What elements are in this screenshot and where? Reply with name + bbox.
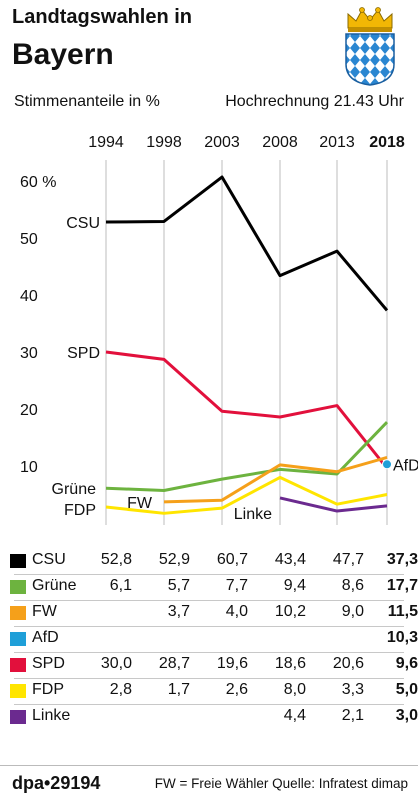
table-cell: 37,3 <box>386 551 418 568</box>
series-label-afd: AfD <box>393 457 418 474</box>
series-label-grüne: Grüne <box>52 481 97 498</box>
party-name: Linke <box>32 707 71 724</box>
row-divider <box>14 574 404 575</box>
row-divider <box>14 600 404 601</box>
table-cell: 2,1 <box>341 707 364 724</box>
party-swatch <box>10 554 26 568</box>
table-cell: 8,6 <box>341 577 364 594</box>
row-divider <box>14 626 404 627</box>
x-tick-label: 1998 <box>146 134 182 151</box>
table-cell: 2,8 <box>109 681 132 698</box>
table-row: Linke 4,4 2,1 3,0 <box>0 704 418 730</box>
footer-divider <box>0 765 418 766</box>
table-cell: 19,6 <box>216 655 248 672</box>
series-label-csu: CSU <box>66 215 100 232</box>
table-cell: 3,0 <box>395 707 418 724</box>
table-cell: 60,7 <box>216 551 248 568</box>
table-cell: 17,7 <box>386 577 418 594</box>
table-cell: 10,2 <box>274 603 306 620</box>
table-cell: 20,6 <box>332 655 364 672</box>
party-swatch <box>10 580 26 594</box>
source-note: FW = Freie Wähler Quelle: Infratest dima… <box>154 776 408 791</box>
table-cell: 9,6 <box>395 655 418 672</box>
table-row: FDP 2,8 1,7 2,6 8,0 3,3 5,0 <box>0 678 418 704</box>
table-cell: 5,0 <box>395 681 418 698</box>
table-cell: 5,7 <box>167 577 190 594</box>
series-line-fdp <box>105 475 388 515</box>
series-line-fw <box>163 456 388 504</box>
party-name: FW <box>32 603 57 620</box>
table-cell: 4,4 <box>283 707 306 724</box>
series-label-fdp: FDP <box>64 502 96 519</box>
page-title: Bayern <box>12 38 114 71</box>
y-tick-label: 50 <box>20 231 38 248</box>
series-line-spd <box>105 350 389 470</box>
x-tick-label: 2018 <box>369 134 405 151</box>
table-row: Grüne 6,1 5,7 7,7 9,4 8,6 17,7 <box>0 574 418 600</box>
y-tick-label: 20 <box>20 402 38 419</box>
y-tick-label: 40 <box>20 288 38 305</box>
footer: dpa•29194 FW = Freie Wähler Quelle: Infr… <box>0 765 418 800</box>
party-swatch <box>10 606 26 620</box>
party-swatch <box>10 710 26 724</box>
y-tick-label: 30 <box>20 345 38 362</box>
row-divider <box>14 678 404 679</box>
bavaria-crest-icon <box>345 7 395 86</box>
party-swatch <box>10 684 26 698</box>
table-cell: 2,6 <box>225 681 248 698</box>
table-cell: 11,5 <box>387 603 418 620</box>
y-tick-label: 10 <box>20 459 38 476</box>
series-label-linke: Linke <box>234 506 272 523</box>
table-cell: 1,7 <box>167 681 190 698</box>
x-tick-label: 2003 <box>204 134 240 151</box>
table-cell: 43,4 <box>274 551 306 568</box>
table-cell: 30,0 <box>100 655 132 672</box>
table-cell: 8,0 <box>283 681 306 698</box>
title-line1: Landtagswahlen in <box>12 6 193 28</box>
x-tick-label: 1994 <box>88 134 124 151</box>
table-row: AfD 10,3 <box>0 626 418 652</box>
series-line-linke <box>279 496 388 513</box>
party-swatch <box>10 658 26 672</box>
projection-time: Hochrechnung 21.43 Uhr <box>225 93 404 110</box>
table-cell: 52,9 <box>158 551 190 568</box>
row-divider <box>14 652 404 653</box>
x-tick-label: 2013 <box>319 134 355 151</box>
series-label-fw: FW <box>127 495 153 512</box>
row-divider <box>14 704 404 705</box>
series-line-csu <box>105 175 389 312</box>
table-row: SPD 30,0 28,7 19,6 18,6 20,6 9,6 <box>0 652 418 678</box>
y-tick-label: 60 % <box>20 174 56 191</box>
table-cell: 9,4 <box>283 577 306 594</box>
series-label-spd: SPD <box>67 345 100 362</box>
table-cell: 28,7 <box>158 655 190 672</box>
table-cell: 47,7 <box>332 551 364 568</box>
party-name: AfD <box>32 629 59 646</box>
table-cell: 3,3 <box>341 681 364 698</box>
party-name: CSU <box>32 551 66 568</box>
party-swatch <box>10 632 26 646</box>
table-cell: 6,1 <box>109 577 132 594</box>
table-cell: 10,3 <box>386 629 418 646</box>
table-row: FW 3,7 4,0 10,2 9,0 11,5 <box>0 600 418 626</box>
party-name: SPD <box>32 655 65 672</box>
dpa-logo: dpa•29194 <box>12 773 101 793</box>
table-row: CSU 52,8 52,9 60,7 43,4 47,7 37,3 <box>0 548 418 574</box>
series-point-afd <box>382 459 392 470</box>
table-cell: 9,0 <box>341 603 364 620</box>
x-tick-label: 2008 <box>262 134 298 151</box>
table-cell: 7,7 <box>225 577 248 594</box>
table-cell: 52,8 <box>100 551 132 568</box>
party-name: FDP <box>32 681 64 698</box>
series-line-grüne <box>105 421 389 493</box>
table-cell: 3,7 <box>167 603 190 620</box>
line-chart: 1994 1998 2003 2008 2013 2018 60 % 50 40 30 20 10 CS… <box>20 134 418 525</box>
table-cell: 18,6 <box>274 655 306 672</box>
chart-subtitle: Stimmenanteile in % <box>14 93 160 110</box>
party-name: Grüne <box>32 577 77 594</box>
table-cell: 4,0 <box>225 603 248 620</box>
